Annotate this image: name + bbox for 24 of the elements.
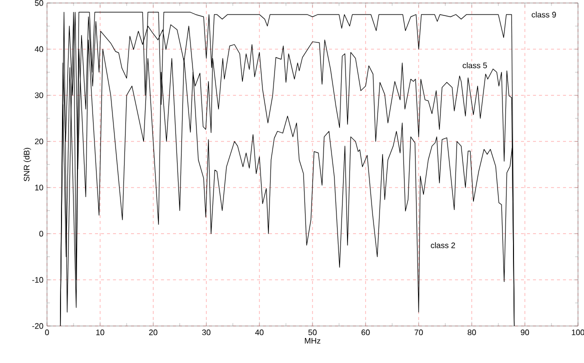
y-tick-label: -20 [32, 323, 44, 329]
x-tick-label: 90 [520, 330, 530, 336]
text: class 9 [532, 12, 556, 18]
x-tick-label: 20 [149, 330, 158, 336]
y-tick-label: 20 [34, 138, 44, 144]
y-tick-label: 50 [34, 0, 44, 6]
y-tick-label: 0 [39, 230, 44, 237]
y-tick-label: -10 [32, 277, 44, 283]
series-label: class 5 [462, 62, 487, 68]
x-tick-label: 100 [572, 330, 584, 336]
x-tick-label: 80 [468, 330, 476, 336]
x-axis-title: MHz [304, 338, 320, 344]
series-label: class 2 [430, 242, 456, 248]
x-tick-label: 10 [96, 330, 104, 336]
x-tick-label: 0 [45, 330, 49, 336]
y-axis-title: SNR (dB) [24, 148, 32, 182]
x-tick-label: 70 [414, 330, 423, 336]
y-tick-label: 10 [35, 184, 44, 190]
x-tick-label: 40 [255, 330, 264, 336]
y-tick-label: 30 [34, 92, 44, 98]
x-tick-label: 50 [308, 330, 317, 336]
x-tick-label: 30 [202, 330, 210, 336]
x-tick-label: 60 [362, 330, 370, 336]
y-tick-label: 40 [34, 46, 44, 52]
